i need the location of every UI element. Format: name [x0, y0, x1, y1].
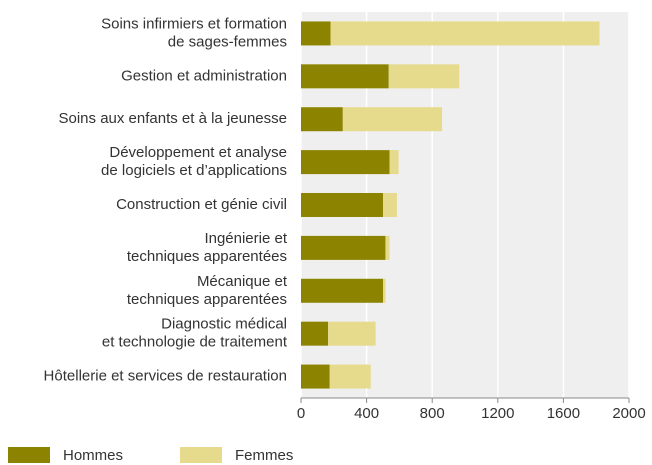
bar-segment [330, 21, 600, 46]
y-tick-label: Ingénierie et techniques apparentées [127, 230, 288, 265]
bar-segment [389, 150, 399, 175]
x-tick-label: 1600 [547, 405, 580, 422]
bar-segment [301, 150, 390, 175]
x-tick-label: 400 [354, 405, 379, 422]
bar-segment [301, 364, 330, 389]
legend-swatch [180, 447, 222, 463]
x-tick-label: 800 [420, 405, 445, 422]
x-tick-label: 2000 [612, 405, 645, 422]
bar-segment [301, 235, 386, 260]
bar-segment [301, 21, 331, 46]
x-tick-label: 1200 [481, 405, 514, 422]
bar-segment [383, 278, 386, 303]
bar-segment [388, 64, 460, 89]
bar-segment [342, 107, 443, 132]
legend-swatch [8, 447, 50, 463]
y-tick-label: Hôtellerie et services de restauration [44, 368, 287, 385]
y-tick-label: Soins infirmiers et formation de sages-fe… [101, 15, 287, 50]
bar-segment [328, 321, 376, 346]
bar-segment [329, 364, 371, 389]
legend-label: Femmes [235, 447, 293, 464]
bar-segment [301, 278, 383, 303]
bar-segment [385, 235, 390, 260]
y-tick-label: Soins aux enfants et à la jeunesse [59, 110, 288, 127]
y-tick-label: Gestion et administration [121, 67, 287, 84]
y-tick-label: Mécanique et techniques apparentées [127, 273, 288, 308]
y-tick-label: Diagnostic médical et technologie de trai… [102, 316, 288, 351]
y-tick-label: Construction et génie civil [116, 196, 287, 213]
y-tick-label: Développement et analyse de logiciels et … [101, 144, 287, 179]
bar-segment [301, 64, 389, 89]
bar-segment [301, 193, 383, 217]
bar-segment [301, 107, 343, 132]
legend-label: Hommes [63, 447, 123, 464]
x-tick-label: 0 [297, 405, 305, 422]
bar-segment [383, 193, 397, 217]
bar-segment [301, 321, 329, 346]
